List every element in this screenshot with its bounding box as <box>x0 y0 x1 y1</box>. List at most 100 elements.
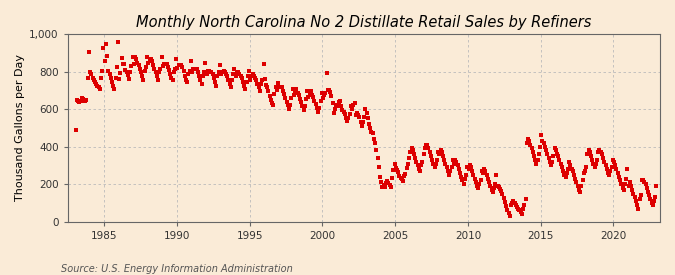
Point <box>269 92 280 96</box>
Point <box>597 152 608 156</box>
Point <box>225 85 236 90</box>
Point <box>229 67 240 71</box>
Point <box>168 70 179 75</box>
Point <box>121 69 132 74</box>
Point <box>385 185 396 189</box>
Point <box>440 161 451 166</box>
Point <box>550 148 561 153</box>
Point <box>79 98 90 103</box>
Point <box>256 81 267 86</box>
Point <box>161 62 172 66</box>
Point <box>521 141 532 145</box>
Point <box>349 101 360 106</box>
Point <box>250 76 261 80</box>
Point <box>568 169 578 173</box>
Point <box>526 146 537 151</box>
Point <box>469 176 480 181</box>
Point <box>576 184 587 188</box>
Point <box>578 171 589 175</box>
Point <box>617 186 628 190</box>
Point <box>144 57 155 62</box>
Point <box>114 77 125 81</box>
Point <box>327 101 338 106</box>
Point <box>298 108 309 112</box>
Point <box>84 50 95 54</box>
Point <box>352 111 362 115</box>
Point <box>443 173 454 177</box>
Point <box>543 156 554 160</box>
Point <box>605 169 616 173</box>
Point <box>219 70 230 75</box>
Point <box>212 74 223 78</box>
Point <box>85 70 96 75</box>
Point <box>110 76 121 80</box>
Point <box>388 168 399 172</box>
Point <box>195 78 206 82</box>
Point <box>184 68 195 73</box>
Point <box>97 68 107 73</box>
Point <box>483 176 493 181</box>
Point <box>416 163 427 167</box>
Point <box>200 61 211 65</box>
Point <box>236 76 247 80</box>
Point <box>603 171 614 175</box>
Point <box>372 156 383 160</box>
Point <box>400 172 411 176</box>
Point <box>198 70 209 75</box>
Point <box>417 160 428 164</box>
Point <box>514 208 525 213</box>
Point <box>72 97 82 102</box>
Point <box>192 67 202 71</box>
Point <box>288 93 299 97</box>
Point <box>495 187 506 191</box>
Point <box>643 189 653 194</box>
Point <box>570 176 580 181</box>
Point <box>377 185 388 189</box>
Point <box>332 104 343 108</box>
Point <box>355 120 366 124</box>
Point <box>362 116 373 121</box>
Point <box>205 70 215 75</box>
Point <box>116 56 127 60</box>
Point <box>91 81 102 86</box>
Point <box>263 89 274 94</box>
Point <box>547 160 558 164</box>
Point <box>556 161 566 166</box>
Point <box>87 76 98 80</box>
Point <box>512 205 522 209</box>
Point <box>70 128 81 132</box>
Point <box>480 169 491 173</box>
Point <box>537 139 548 143</box>
Point <box>425 150 435 155</box>
Point <box>519 203 530 207</box>
Point <box>346 104 356 108</box>
Point <box>554 158 565 162</box>
Point <box>592 158 603 162</box>
Point <box>348 103 358 108</box>
Point <box>460 176 470 181</box>
Point <box>410 156 421 160</box>
Point <box>207 72 218 76</box>
Point <box>133 63 144 67</box>
Point <box>148 63 159 67</box>
Point <box>632 203 643 207</box>
Point <box>572 184 583 188</box>
Point <box>98 46 109 50</box>
Point <box>457 178 468 183</box>
Point <box>405 150 416 155</box>
Point <box>296 100 306 105</box>
Point <box>356 124 367 128</box>
Point <box>310 102 321 106</box>
Point <box>545 163 556 167</box>
Point <box>390 166 401 170</box>
Point <box>270 84 281 89</box>
Point <box>213 70 224 75</box>
Point <box>288 87 298 92</box>
Point <box>317 96 328 100</box>
Point <box>601 167 612 171</box>
Point <box>462 165 472 169</box>
Point <box>580 169 591 173</box>
Point <box>589 165 600 169</box>
Point <box>510 203 521 207</box>
Point <box>577 178 588 183</box>
